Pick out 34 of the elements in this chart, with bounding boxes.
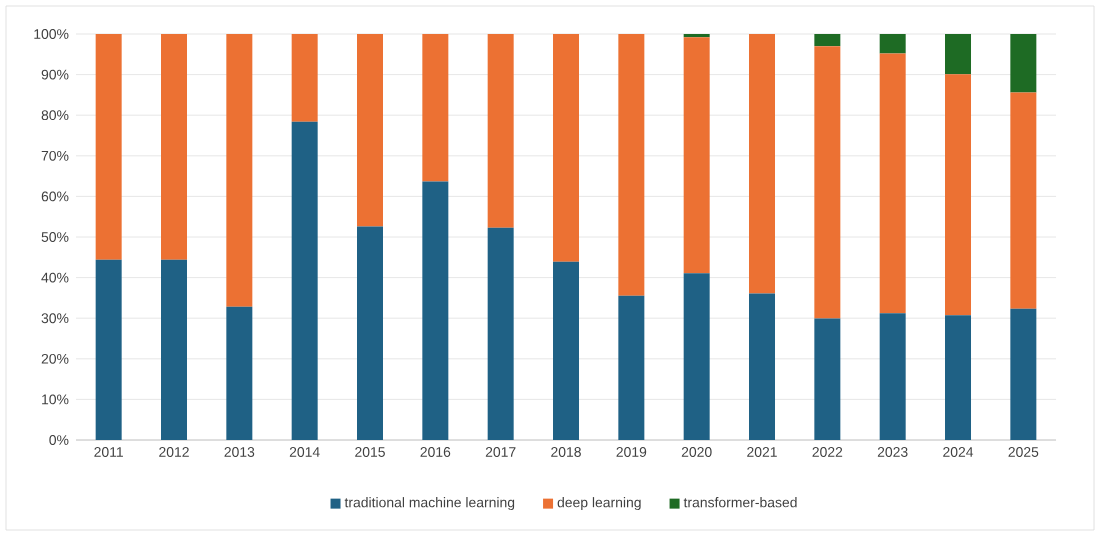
bar bbox=[879, 33, 906, 54]
bar bbox=[291, 121, 318, 440]
bar bbox=[553, 33, 580, 262]
bar bbox=[814, 46, 841, 319]
bar bbox=[161, 259, 187, 440]
bar bbox=[357, 33, 383, 227]
bar bbox=[879, 53, 906, 314]
bar bbox=[1010, 92, 1037, 309]
bar bbox=[161, 33, 187, 260]
bar bbox=[95, 259, 122, 440]
bar bbox=[553, 261, 580, 440]
bar bbox=[291, 33, 318, 122]
bar bbox=[487, 227, 514, 440]
bar bbox=[357, 226, 383, 440]
bar bbox=[95, 33, 122, 260]
bar bbox=[879, 313, 906, 440]
bar bbox=[945, 74, 972, 316]
bar bbox=[814, 33, 841, 47]
bar bbox=[749, 293, 776, 440]
bar bbox=[1010, 33, 1037, 93]
bar bbox=[683, 273, 710, 440]
bar bbox=[487, 33, 514, 228]
bar bbox=[226, 306, 253, 440]
bar bbox=[814, 318, 841, 440]
bar bbox=[749, 33, 776, 294]
bar bbox=[226, 33, 253, 307]
bar bbox=[945, 315, 972, 440]
bar bbox=[1010, 308, 1037, 440]
bar bbox=[422, 33, 449, 182]
bar bbox=[422, 181, 449, 440]
bar bbox=[945, 33, 972, 75]
bar bbox=[618, 295, 645, 440]
bar bbox=[683, 37, 710, 274]
bar bbox=[618, 33, 645, 296]
